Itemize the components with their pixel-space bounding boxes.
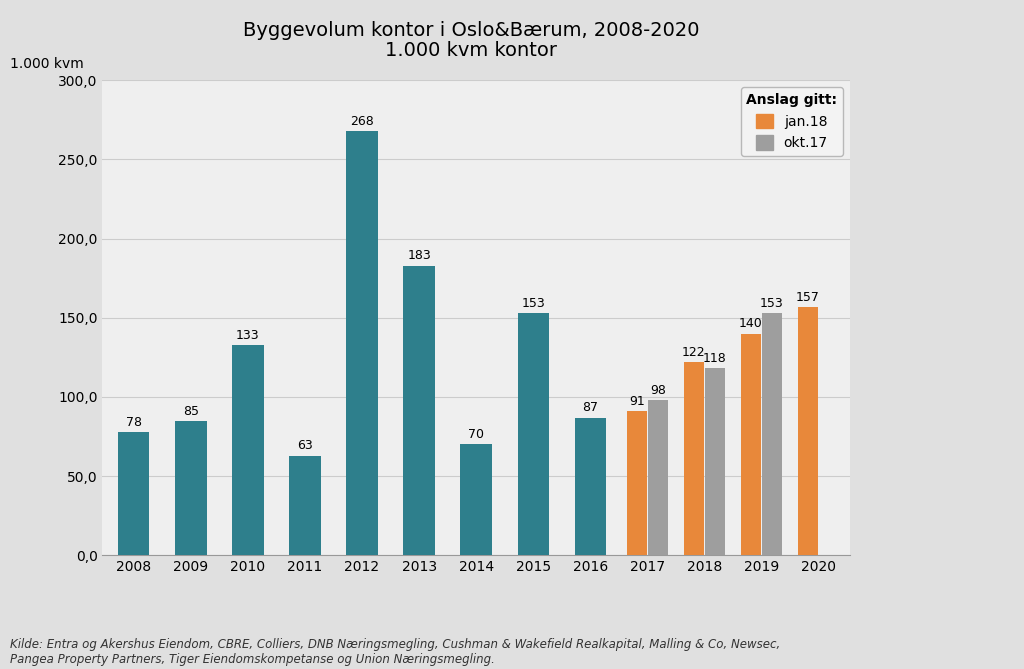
- Text: 87: 87: [583, 401, 598, 414]
- Bar: [232, 345, 263, 555]
- Text: 153: 153: [521, 297, 545, 310]
- Text: 1.000 kvm: 1.000 kvm: [10, 57, 84, 70]
- Bar: [741, 334, 761, 555]
- Bar: [346, 131, 378, 555]
- Bar: [289, 456, 321, 555]
- Text: Kilde: Entra og Akershus Eiendom, CBRE, Colliers, DNB Næringsmegling, Cushman & : Kilde: Entra og Akershus Eiendom, CBRE, …: [10, 638, 780, 666]
- Text: 85: 85: [183, 405, 199, 417]
- Text: 140: 140: [739, 318, 763, 330]
- Bar: [517, 313, 549, 555]
- Legend: jan.18, okt.17: jan.18, okt.17: [741, 87, 843, 156]
- Text: 133: 133: [237, 328, 260, 341]
- Bar: [762, 313, 782, 555]
- Bar: [684, 362, 703, 555]
- Text: 70: 70: [468, 428, 484, 442]
- Bar: [627, 411, 647, 555]
- Bar: [461, 444, 492, 555]
- Text: 183: 183: [408, 250, 431, 262]
- Text: 63: 63: [297, 440, 313, 452]
- Text: 122: 122: [682, 346, 706, 359]
- Bar: [175, 421, 207, 555]
- Text: 78: 78: [126, 415, 141, 429]
- Bar: [403, 266, 435, 555]
- Text: 91: 91: [629, 395, 645, 408]
- Bar: [574, 417, 606, 555]
- Text: 98: 98: [650, 384, 666, 397]
- Bar: [648, 400, 668, 555]
- Bar: [798, 306, 818, 555]
- Text: 118: 118: [703, 353, 727, 365]
- Text: Byggevolum kontor i Oslo&Bærum, 2008-2020: Byggevolum kontor i Oslo&Bærum, 2008-202…: [243, 21, 699, 39]
- Text: 1.000 kvm kontor: 1.000 kvm kontor: [385, 41, 557, 60]
- Text: 153: 153: [760, 297, 784, 310]
- Bar: [118, 432, 150, 555]
- Text: 268: 268: [350, 115, 374, 128]
- Text: 157: 157: [796, 290, 820, 304]
- Bar: [705, 369, 725, 555]
